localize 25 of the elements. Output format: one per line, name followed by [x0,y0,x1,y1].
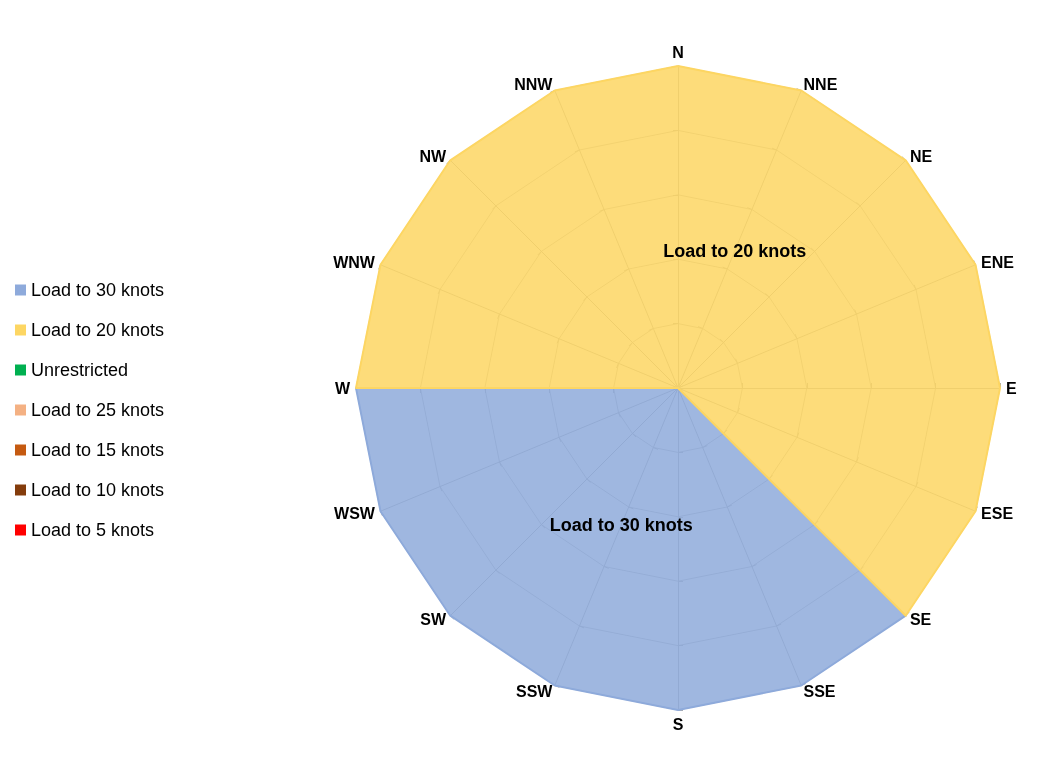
legend-label: Load to 30 knots [31,280,165,300]
spoke-label: NNE [803,76,838,94]
spoke-label: NNW [514,76,554,94]
spoke-label: WNW [333,253,376,271]
spoke-label: NE [909,147,933,165]
legend-label: Load to 20 knots [31,320,165,340]
spoke-label: WSW [334,505,376,523]
spoke-label: SE [909,611,932,629]
legend-label: Unrestricted [31,360,129,380]
legend-label: Load to 25 knots [31,400,165,420]
spoke-label: SW [420,611,447,629]
spoke-label: N [672,43,684,61]
spoke-label: S [672,715,684,733]
spoke-label: W [334,379,351,397]
spoke-label: E [1006,379,1017,397]
text: Load to 30 knots [549,514,693,535]
text: Load to 20 knots [663,241,807,262]
spoke-label: ESE [981,505,1014,523]
legend-label: Load to 10 knots [31,480,165,500]
legend-label: Load to 5 knots [31,520,155,540]
spoke-label: SSE [803,682,836,700]
spoke-label: ENE [981,253,1015,271]
legend-label: Load to 15 knots [31,440,165,460]
spoke-label: SSW [516,682,554,700]
spoke-label: NW [419,147,447,165]
